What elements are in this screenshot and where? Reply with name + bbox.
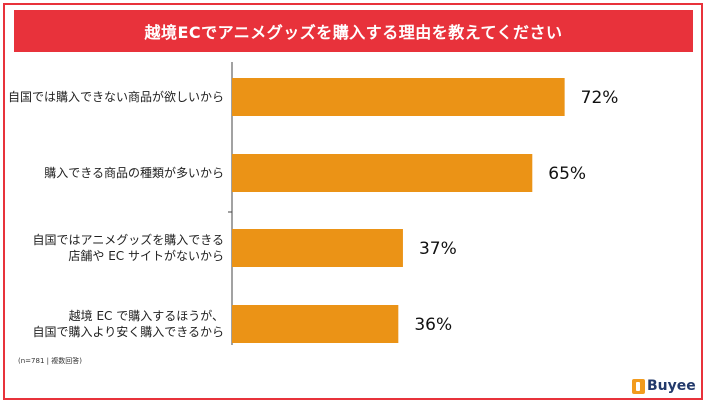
bar: [232, 229, 403, 267]
bar: [232, 154, 533, 192]
category-label: 自国では購入できない商品が欲しいから: [8, 89, 224, 104]
category-label: 自国で購入より安く購入できるから: [32, 324, 224, 339]
value-label: 37%: [419, 239, 457, 259]
sample-note: (n=781 | 複数回答): [18, 357, 82, 365]
category-label: 店舗や EC サイトがないから: [68, 248, 224, 263]
buyee-logo: Buyee: [632, 378, 696, 394]
category-label: 越境 EC で購入するほうが、: [69, 308, 224, 323]
value-label: 72%: [581, 88, 619, 108]
category-label: 自国ではアニメグッズを購入できる: [32, 232, 224, 247]
buyee-logo-text: Buyee: [647, 378, 696, 394]
chart-title: 越境ECでアニメグッズを購入する理由を教えてください: [14, 10, 693, 52]
category-label: 購入できる商品の種類が多いから: [44, 165, 224, 180]
value-label: 65%: [548, 164, 586, 184]
buyee-logo-icon: [632, 378, 645, 394]
bar: [232, 78, 565, 116]
bar: [232, 305, 399, 343]
value-label: 36%: [414, 315, 452, 335]
